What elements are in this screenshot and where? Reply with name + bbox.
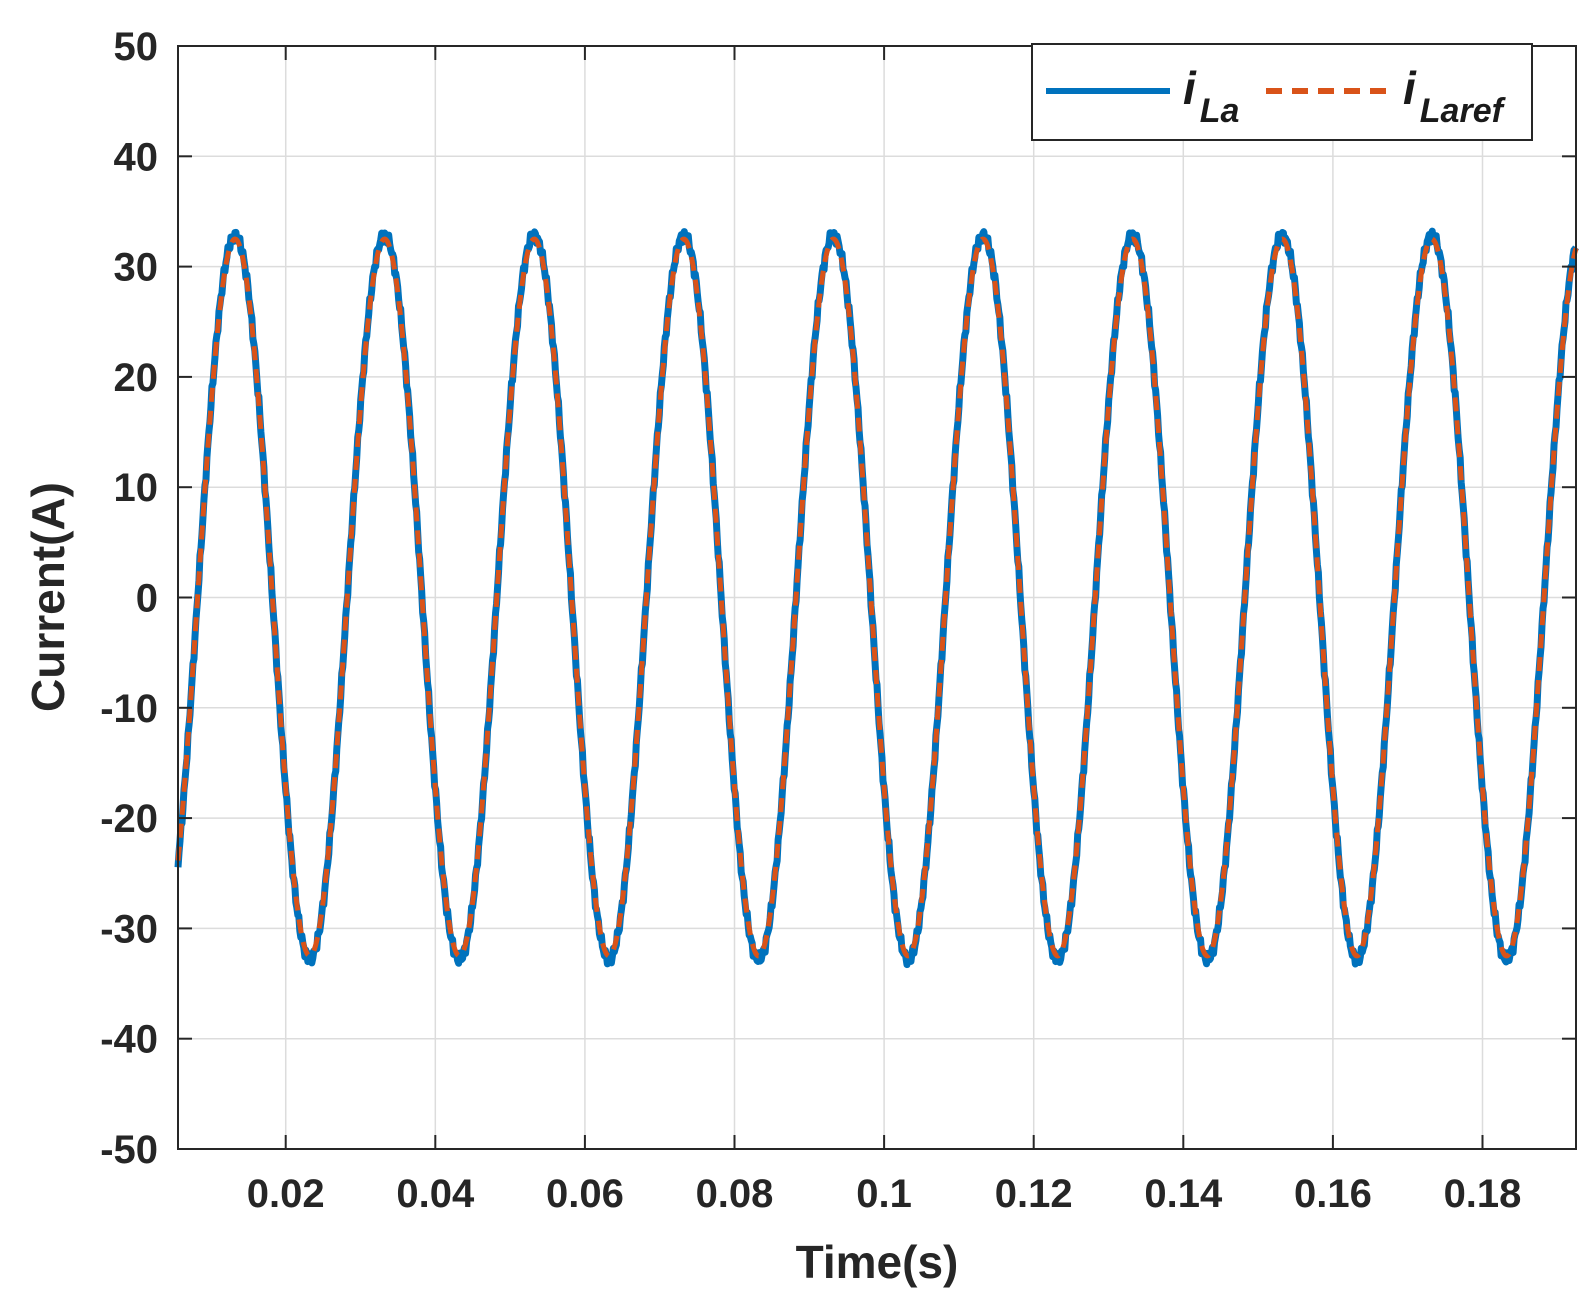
y-tick-label: 50 <box>114 25 159 69</box>
legend: i La i Laref <box>1031 43 1533 141</box>
x-tick-label: 0.04 <box>396 1172 475 1216</box>
x-tick-label: 0.14 <box>1144 1172 1223 1216</box>
y-axis-label: Current(A) <box>22 482 74 712</box>
x-tick-label: 0.16 <box>1294 1172 1372 1216</box>
legend-sub-ilaref: Laref <box>1420 92 1507 130</box>
x-tick-label: 0.02 <box>247 1172 325 1216</box>
tick-labels: 0.02 0.04 0.06 0.08 0.1 0.12 0.14 0.16 0.18 50 40 3… <box>100 25 1521 1216</box>
legend-label-ilaref: i Laref <box>1403 62 1507 130</box>
y-tick-label: -20 <box>100 797 158 841</box>
x-tick-label: 0.12 <box>995 1172 1073 1216</box>
grid <box>178 45 1576 1150</box>
legend-label-ila: i La <box>1183 62 1239 130</box>
y-tick-label: -30 <box>100 907 158 951</box>
x-tick-label: 0.08 <box>696 1172 774 1216</box>
y-tick-label: -10 <box>100 687 158 731</box>
series-layer <box>174 227 1579 969</box>
ticks <box>178 45 1576 1150</box>
y-tick-label: -50 <box>100 1128 158 1172</box>
y-tick-label: 40 <box>114 135 159 179</box>
y-tick-label: 10 <box>114 466 159 510</box>
y-tick-label: -40 <box>100 1018 158 1062</box>
x-axis-label: Time(s) <box>796 1236 959 1288</box>
y-tick-label: 0 <box>136 577 158 621</box>
x-tick-label: 0.1 <box>856 1172 912 1216</box>
legend-main-ila: i <box>1183 62 1197 114</box>
y-tick-label: 30 <box>114 246 159 290</box>
legend-sub-ila: La <box>1200 92 1240 130</box>
x-tick-label: 0.18 <box>1444 1172 1522 1216</box>
y-tick-label: 20 <box>114 356 159 400</box>
legend-main-ilaref: i <box>1403 62 1417 114</box>
x-tick-label: 0.06 <box>546 1172 624 1216</box>
